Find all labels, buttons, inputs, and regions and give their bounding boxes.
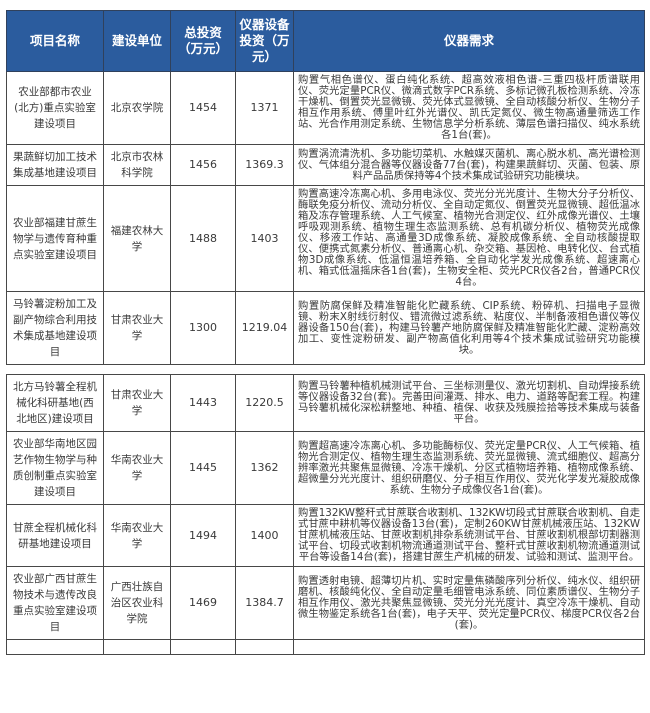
equipment-demand-cell: 购置132KW整秆式甘蔗联合收割机、132KW切段式甘蔗联合收割机、自走式甘蔗中… [293,504,645,567]
equipment-demand-cell: 购置透射电镜、超薄切片机、实时定量焦磷酸序列分析仪、纯水仪、组织研磨机、核酸纯化… [293,566,645,640]
projects-table-section-2: 北方马铃薯全程机械化科研基地(西北地区)建设项目 甘肃农业大学 1443 1220.5… [6,374,645,655]
total-investment-cell: 1445 [170,431,236,505]
projects-table-section-1: 项目名称 建设单位 总投资（万元） 仪器设备投资（万元） 仪器需求 农业部都市农… [6,10,645,365]
table-row: 农业部都市农业(北方)重点实验室建设项目 北京农学院 1454 1371 购置气相色谱仪… [6,71,645,145]
unit-cell: 北京市农林科学院 [103,144,171,186]
total-investment-cell: 1456 [170,144,236,186]
table-section-gap [6,365,644,374]
header-equipment-demand: 仪器需求 [293,10,645,72]
equipment-demand-cell: 购置气相色谱仪、蛋白纯化系统、超高效液相色谱-三重四极杆质谱联用仪、荧光定量PC… [293,71,645,145]
unit-cell: 北京农学院 [103,71,171,145]
equipment-investment-cell: 1369.3 [235,144,294,186]
equipment-investment-cell: 1403 [235,185,294,292]
unit-cell: 华南农业大学 [103,504,171,567]
project-name-cell: 马铃薯淀粉加工及副产物综合利用技术集成基地建设项目 [6,291,104,365]
project-name-cell: 农业部广西甘蔗生物技术与遗传改良重点实验室建设项目 [6,566,104,640]
unit-cell [103,639,171,655]
table-row: 马铃薯淀粉加工及副产物综合利用技术集成基地建设项目 甘肃农业大学 1300 1219.… [6,291,645,365]
total-investment-cell: 1454 [170,71,236,145]
unit-cell: 甘肃农业大学 [103,374,171,432]
project-name-cell: 甘蔗全程机械化科研基地建设项目 [6,504,104,567]
header-project-name: 项目名称 [6,10,104,72]
table-row: 北方马铃薯全程机械化科研基地(西北地区)建设项目 甘肃农业大学 1443 1220.5… [6,374,645,432]
total-investment-cell: 1443 [170,374,236,432]
equipment-investment-cell: 1219.04 [235,291,294,365]
equipment-investment-cell: 1384.7 [235,566,294,640]
header-equipment-investment: 仪器设备投资（万元） [235,10,294,72]
equipment-investment-cell [235,639,294,655]
equipment-demand-cell: 购置高速冷冻离心机、多用电泳仪、荧光分光光度计、生物大分子分析仪、酶联免疫分析仪… [293,185,645,292]
total-investment-cell: 1300 [170,291,236,365]
unit-cell: 广西壮族自治区农业科学院 [103,566,171,640]
table-row-partial [6,639,645,655]
project-name-cell: 农业部华南地区园艺作物生物学与种质创制重点实验室建设项目 [6,431,104,505]
table-row: 农业部福建甘蔗生物学与遗传育种重点实验室建设项目 福建农林大学 1488 1403 购置… [6,185,645,292]
equipment-demand-cell: 购置马铃薯种植机械测试平台、三坐标测量仪、激光切割机、自动焊接系统等仪器设备32… [293,374,645,432]
table-row: 甘蔗全程机械化科研基地建设项目 华南农业大学 1494 1400 购置132KW整秆式甘… [6,504,645,567]
equipment-demand-cell: 购置涡流清洗机、多功能切菜机、水触媒灭菌机、离心脱水机、高光谱检测仪、气体组分混… [293,144,645,186]
total-investment-cell: 1488 [170,185,236,292]
equipment-demand-cell: 购置超高速冷冻离心机、多功能酶标仪、荧光定量PCR仪、人工气候箱、植物光合测定仪… [293,431,645,505]
total-investment-cell: 1469 [170,566,236,640]
table-header-row: 项目名称 建设单位 总投资（万元） 仪器设备投资（万元） 仪器需求 [6,10,645,72]
equipment-investment-cell: 1371 [235,71,294,145]
table-row: 果蔬鲜切加工技术集成基地建设项目 北京市农林科学院 1456 1369.3 购置涡流清洗… [6,144,645,186]
equipment-investment-cell: 1362 [235,431,294,505]
unit-cell: 华南农业大学 [103,431,171,505]
unit-cell: 福建农林大学 [103,185,171,292]
equipment-demand-cell: 购置防腐保鲜及精准智能化贮藏系统、CIP系统、粉碎机、扫描电子显微镜、粉末X射线… [293,291,645,365]
project-name-cell: 果蔬鲜切加工技术集成基地建设项目 [6,144,104,186]
table-row: 农业部广西甘蔗生物技术与遗传改良重点实验室建设项目 广西壮族自治区农业科学院 146… [6,566,645,640]
unit-cell: 甘肃农业大学 [103,291,171,365]
total-investment-cell: 1494 [170,504,236,567]
header-construction-unit: 建设单位 [103,10,171,72]
project-name-cell: 农业部都市农业(北方)重点实验室建设项目 [6,71,104,145]
equipment-investment-cell: 1400 [235,504,294,567]
project-name-cell: 农业部福建甘蔗生物学与遗传育种重点实验室建设项目 [6,185,104,292]
table-row: 农业部华南地区园艺作物生物学与种质创制重点实验室建设项目 华南农业大学 1445 13… [6,431,645,505]
header-total-investment: 总投资（万元） [170,10,236,72]
project-name-cell: 北方马铃薯全程机械化科研基地(西北地区)建设项目 [6,374,104,432]
total-investment-cell [170,639,236,655]
equipment-investment-cell: 1220.5 [235,374,294,432]
project-name-cell [6,639,104,655]
equipment-demand-cell [293,639,645,655]
